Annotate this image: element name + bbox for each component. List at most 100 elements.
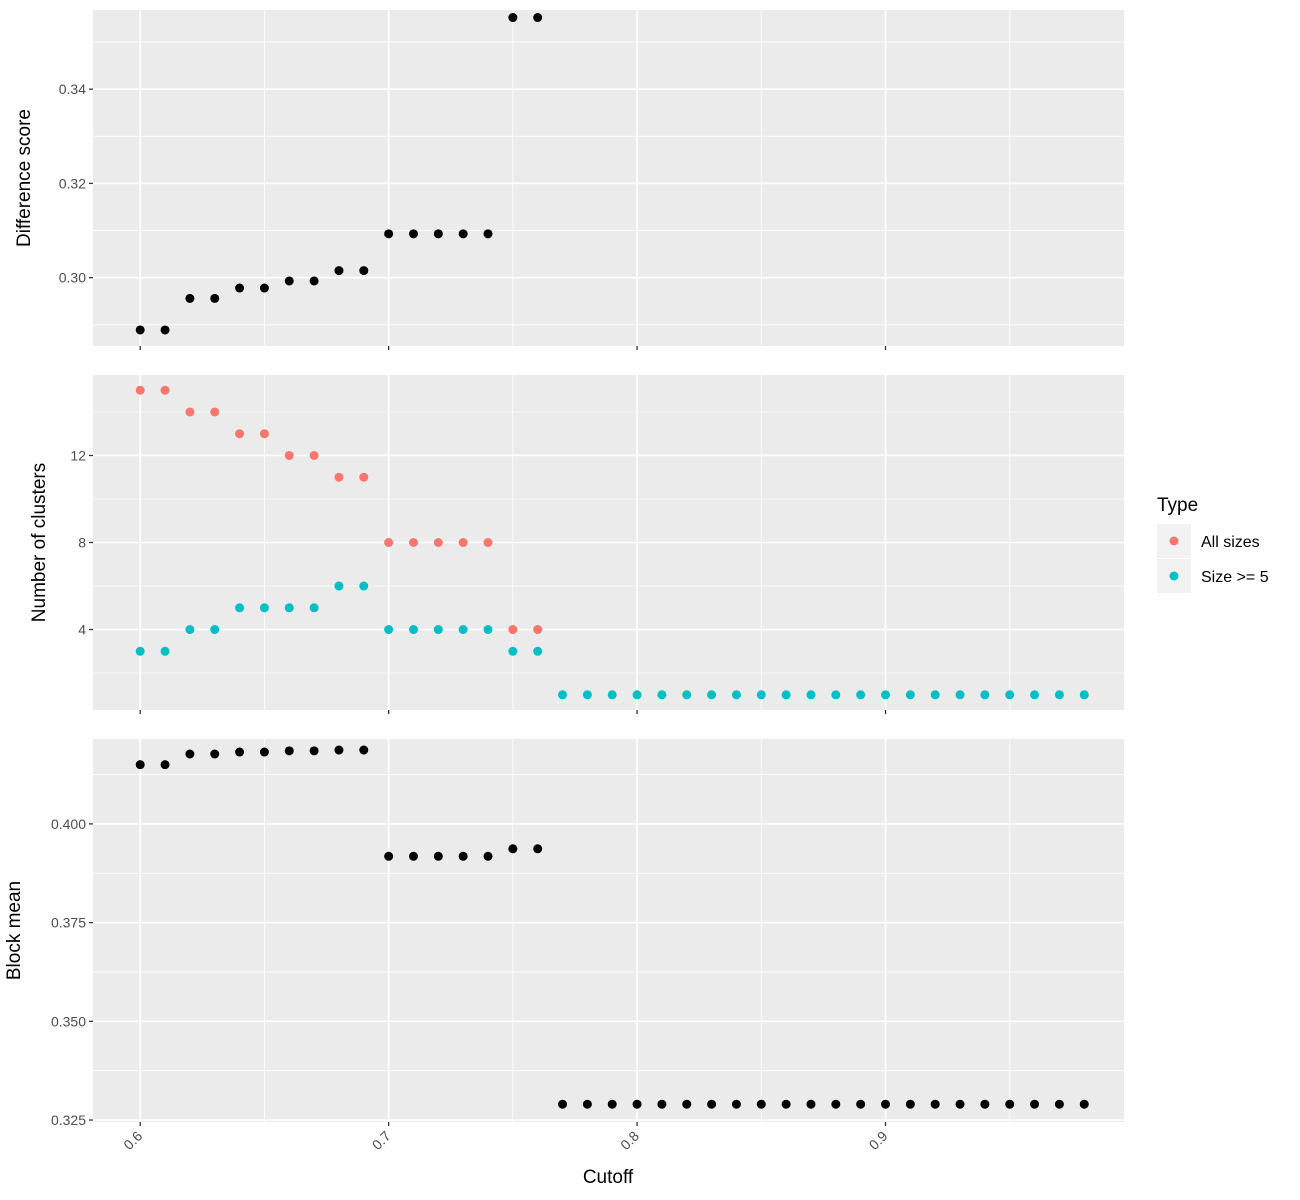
data-point [632,690,642,700]
data-point [384,538,394,547]
data-point [210,625,220,635]
data-point [185,407,195,417]
data-point [408,851,418,861]
x-tick-label: 0.7 [369,1128,394,1153]
data-point [707,690,717,700]
data-point [334,745,344,755]
data-point [1005,690,1015,700]
data-point [831,690,841,700]
data-point [458,851,468,861]
data-point [881,690,891,700]
data-point [1079,1099,1089,1109]
data-point [533,625,543,635]
y-axis-title: Block mean [4,881,25,980]
y-tick-label: 0.32 [59,175,86,191]
data-point [259,283,269,293]
data-point [359,581,369,591]
data-point [185,749,195,759]
legend: Type All sizes Size >= 5 [1157,495,1269,593]
data-point [309,450,319,460]
data-point [881,1099,891,1109]
data-point [408,229,418,239]
data-point [930,1099,940,1109]
data-point [210,293,220,303]
data-point [259,429,269,439]
x-tick-label: 0.6 [120,1128,145,1153]
x-tick-label: 0.8 [617,1128,642,1153]
data-point [707,1099,717,1109]
plot-panels: 0.30 0.32 0.34 Difference score 4 8 12 Number o… [4,10,1124,1153]
y-tick-label: 0.375 [51,915,86,931]
data-point [210,407,220,417]
data-point [235,429,245,439]
panel-3: 0.6 0.7 0.8 0.9 0.325 0.350 0.375 0.400 Block me… [4,739,1124,1153]
legend-title: Type [1157,495,1198,516]
data-point [483,229,493,239]
data-point [806,690,816,700]
panel-background [93,739,1124,1122]
data-point [508,844,518,854]
data-point [433,538,443,547]
series-size-5 [135,581,1089,700]
data-point [582,690,592,700]
data-point [433,851,443,861]
y-tick-label: 0.34 [59,81,86,97]
data-point [657,1099,667,1109]
data-point [582,1099,592,1109]
data-point [781,690,791,700]
series-all-sizes [135,385,543,635]
data-point [607,1099,617,1109]
data-point [384,229,394,239]
data-point [160,325,170,335]
data-point [384,851,394,861]
data-point [955,690,965,700]
data-point [235,747,245,757]
data-point [806,1099,816,1109]
y-tick-label: 12 [70,447,86,463]
data-point [284,450,294,460]
data-point [1079,690,1089,700]
data-point [1030,1099,1040,1109]
data-point [334,472,344,482]
data-point [856,1099,866,1109]
data-point [682,690,692,700]
data-point [508,625,518,635]
data-point [607,690,617,700]
data-point [309,746,319,756]
y-axis-title: Number of clusters [29,463,50,622]
y-tick-label: 0.350 [51,1013,86,1029]
data-point [1005,1099,1015,1109]
data-point [483,851,493,861]
data-point [284,746,294,756]
data-point [135,325,145,335]
data-point [160,646,170,656]
data-point [309,603,319,613]
data-point [980,1099,990,1109]
data-point [533,844,543,854]
legend-label-all-sizes: All sizes [1201,534,1260,551]
data-point [657,690,667,700]
data-point [458,625,468,635]
data-point [458,538,468,547]
data-point [905,690,915,700]
data-point [433,229,443,239]
data-point [135,760,145,770]
data-point [831,1099,841,1109]
data-point [235,283,245,293]
data-point [384,625,394,635]
data-point [483,625,493,635]
data-point [235,603,245,613]
y-tick-label: 8 [78,535,86,551]
data-point [731,690,741,700]
data-point [334,266,344,276]
data-point [458,229,468,239]
data-point [756,1099,766,1109]
data-point [334,581,344,591]
data-point [359,745,369,755]
data-point [160,760,170,770]
data-point [508,646,518,656]
data-point [135,646,145,656]
panel-background [93,10,1124,346]
series-points [135,13,543,335]
y-tick-label: 4 [78,622,86,638]
